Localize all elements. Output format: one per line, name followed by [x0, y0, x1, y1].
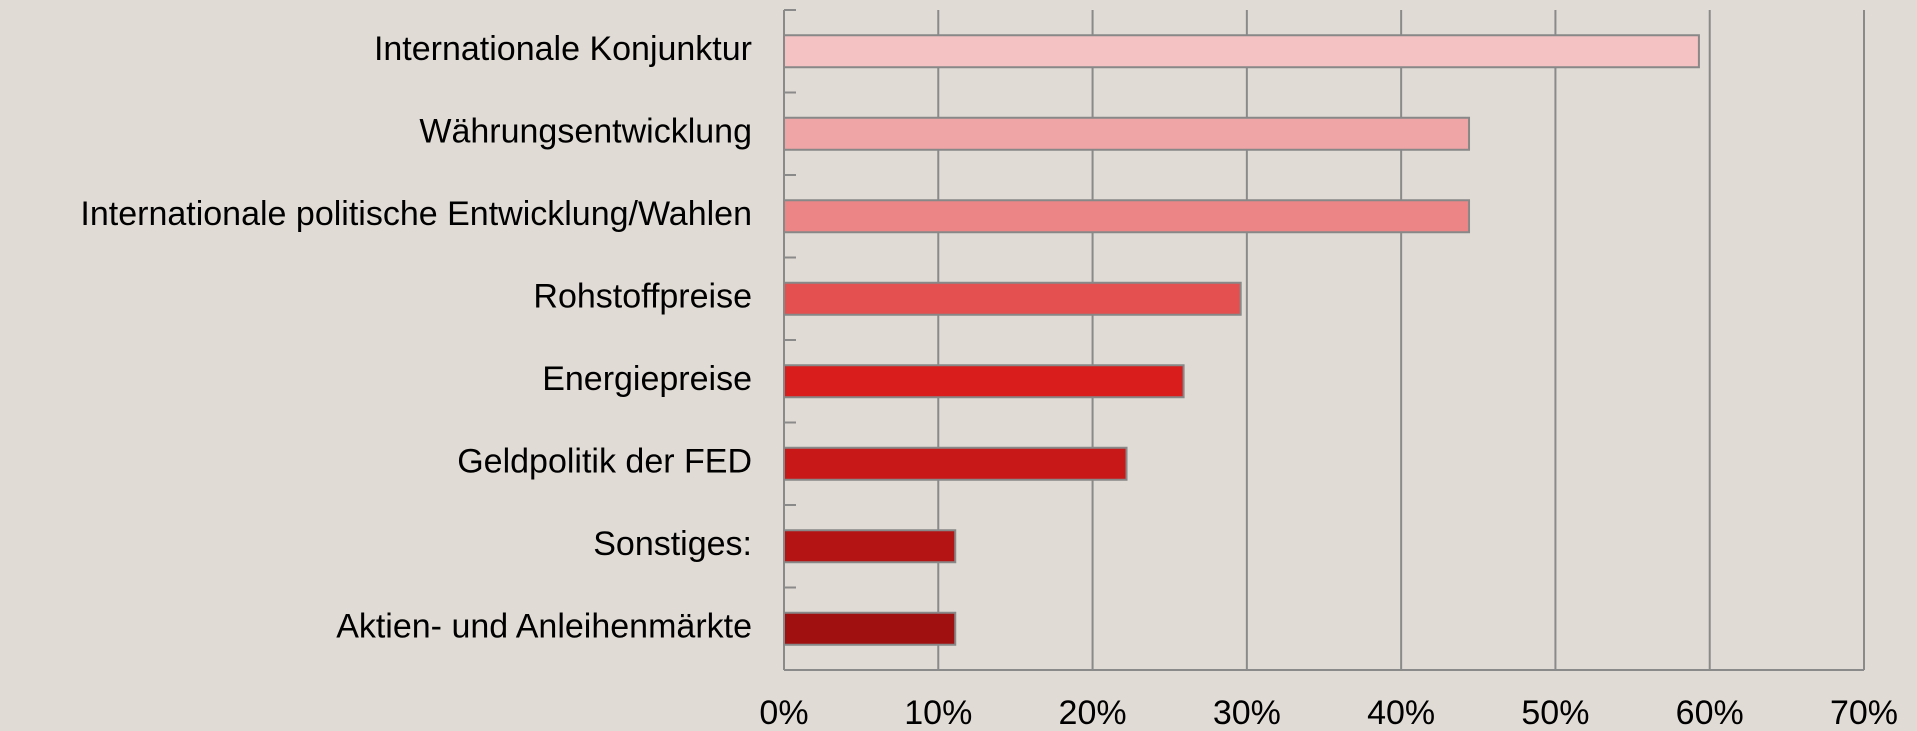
x-tick-label: 70% [1830, 694, 1898, 731]
y-tick-label: Energiepreise [542, 360, 752, 398]
x-tick-label: 20% [1059, 694, 1127, 731]
y-tick-label: Rohstoffpreise [533, 278, 752, 316]
y-tick-label: Währungsentwicklung [419, 113, 752, 151]
y-tick-label: Geldpolitik der FED [457, 443, 752, 481]
x-tick-label: 30% [1213, 694, 1281, 731]
bar [783, 611, 957, 646]
bar [783, 364, 1185, 399]
x-tick-label: 10% [904, 694, 972, 731]
x-tick-label: 40% [1367, 694, 1435, 731]
bar [783, 34, 1700, 69]
y-tick-label: Aktien- und Anleihenmärkte [336, 608, 752, 646]
x-tick-label: 50% [1521, 694, 1589, 731]
bar [783, 281, 1242, 316]
y-tick-label: Internationale Konjunktur [374, 30, 752, 68]
y-tick-label: Sonstiges: [593, 525, 752, 563]
bar [783, 116, 1471, 151]
bar [783, 199, 1471, 234]
y-tick-label: Internationale politische Entwicklung/Wa… [80, 195, 752, 233]
x-tick-label: 60% [1676, 694, 1744, 731]
x-tick-label: 0% [759, 694, 808, 731]
bar [783, 529, 957, 564]
bar [783, 446, 1128, 481]
